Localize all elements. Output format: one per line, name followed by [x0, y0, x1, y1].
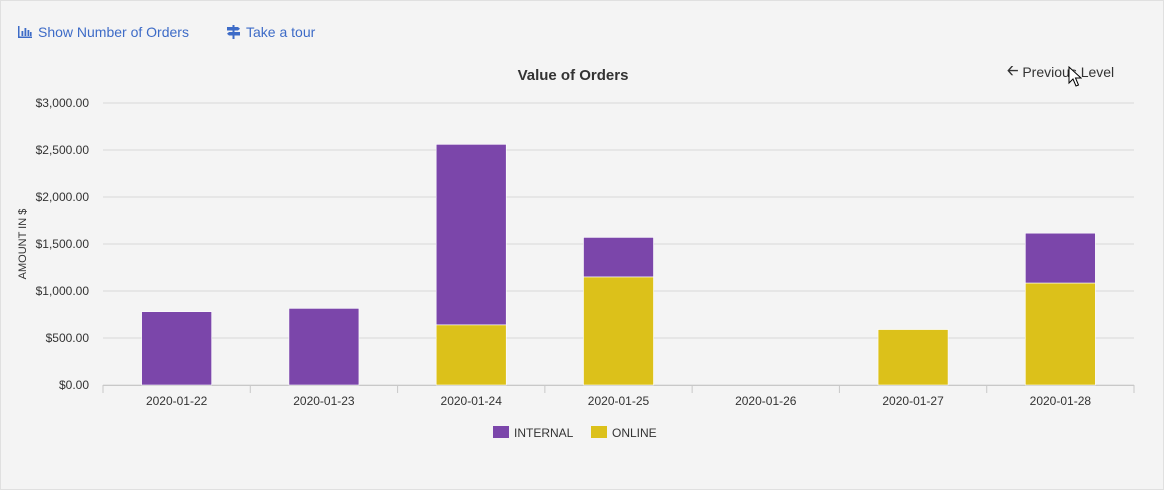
bar-internal — [141, 311, 212, 386]
x-tick-label: 2020-01-28 — [1030, 394, 1092, 408]
previous-level-label: Previous Level — [1022, 64, 1115, 80]
y-tick-label: $1,500.00 — [36, 237, 90, 251]
x-tick-label: 2020-01-23 — [293, 394, 355, 408]
bar-online — [1025, 282, 1096, 386]
y-tick-label: $2,000.00 — [36, 190, 90, 204]
legend-swatch-internal — [493, 426, 509, 438]
take-a-tour-link[interactable]: Take a tour — [227, 24, 315, 40]
arrow-left-icon: 🡠 — [1007, 62, 1019, 78]
show-number-of-orders-label: Show Number of Orders — [38, 24, 189, 40]
bar-internal — [435, 144, 507, 326]
x-tick-label: 2020-01-27 — [882, 394, 944, 408]
x-tick-label: 2020-01-26 — [735, 394, 797, 408]
bar-internal — [288, 308, 360, 386]
bar-online — [877, 329, 949, 386]
y-axis-label: AMOUNT IN $ — [17, 209, 29, 280]
legend-label-online: ONLINE — [612, 426, 657, 440]
bar-internal — [583, 237, 654, 278]
bar-online — [435, 324, 507, 386]
y-tick-label: $1,000.00 — [36, 284, 90, 298]
chart-title: Value of Orders — [518, 67, 629, 84]
show-number-of-orders-link[interactable]: Show Number of Orders — [18, 24, 189, 40]
bar-chart-icon — [18, 26, 32, 38]
y-tick-label: $500.00 — [46, 331, 90, 345]
y-tick-label: $3,000.00 — [36, 96, 90, 110]
x-tick-label: 2020-01-22 — [146, 394, 208, 408]
bar-online — [583, 276, 654, 386]
signpost-icon — [227, 25, 240, 39]
legend-label-internal: INTERNAL — [514, 426, 574, 440]
legend-swatch-online — [591, 426, 607, 438]
bar-internal — [1025, 232, 1096, 284]
mouse-pointer-icon — [1068, 66, 1082, 87]
y-tick-label: $0.00 — [59, 378, 89, 392]
x-tick-label: 2020-01-25 — [588, 394, 650, 408]
x-tick-label: 2020-01-24 — [441, 394, 503, 408]
y-tick-label: $2,500.00 — [36, 143, 90, 157]
take-a-tour-label: Take a tour — [246, 24, 316, 40]
previous-level-button[interactable]: 🡠 Previous Level — [1007, 60, 1114, 84]
